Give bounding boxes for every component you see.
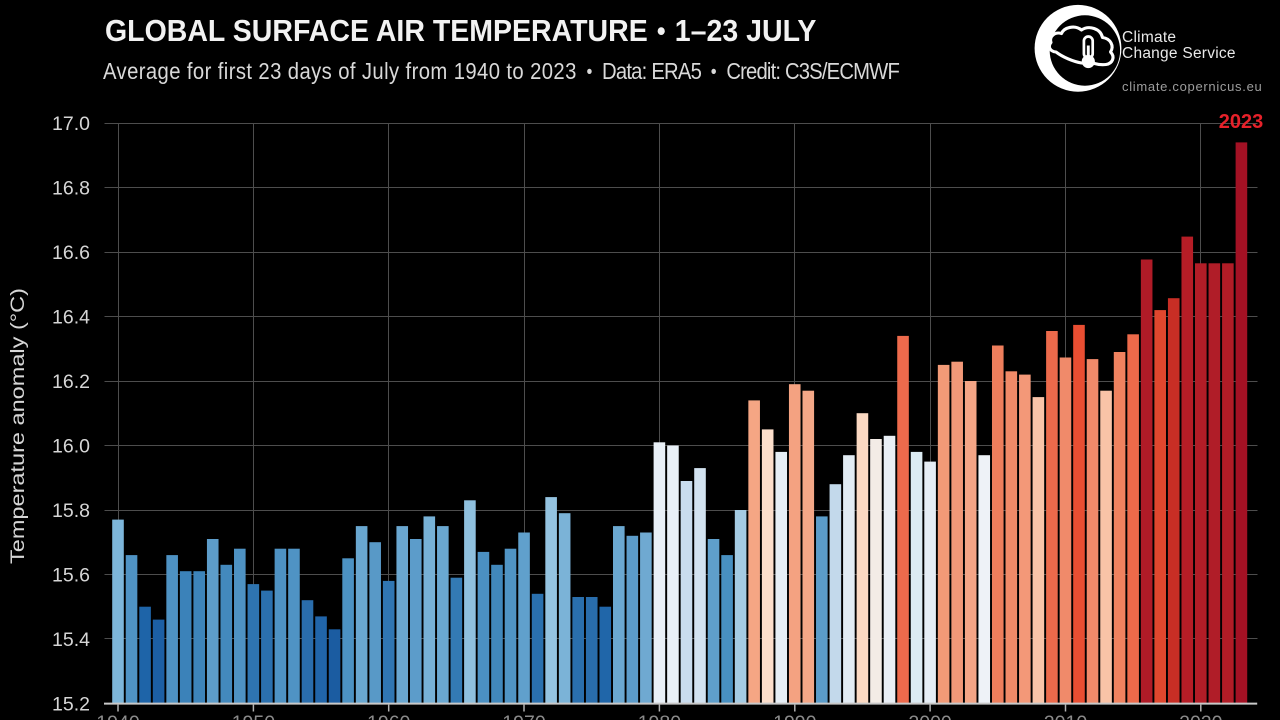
- svg-text:2023: 2023: [1219, 111, 1264, 133]
- svg-text:16.6: 16.6: [52, 242, 90, 264]
- svg-text:16.2: 16.2: [52, 371, 90, 393]
- svg-text:2010: 2010: [1044, 712, 1088, 720]
- svg-text:1990: 1990: [773, 712, 817, 720]
- svg-text:2020: 2020: [1179, 712, 1223, 720]
- svg-text:1980: 1980: [638, 712, 682, 720]
- svg-text:16.4: 16.4: [52, 307, 90, 329]
- svg-text:15.4: 15.4: [52, 629, 90, 651]
- svg-text:15.2: 15.2: [52, 694, 90, 716]
- svg-text:1960: 1960: [367, 712, 411, 720]
- svg-text:1950: 1950: [232, 712, 276, 720]
- svg-text:1970: 1970: [502, 712, 546, 720]
- svg-text:16.8: 16.8: [52, 178, 90, 200]
- svg-text:17.0: 17.0: [52, 113, 90, 135]
- svg-text:16.0: 16.0: [52, 436, 90, 458]
- svg-text:15.6: 15.6: [52, 565, 90, 587]
- svg-text:Temperature anomaly (°C): Temperature anomaly (°C): [7, 288, 29, 564]
- svg-text:15.8: 15.8: [52, 500, 90, 522]
- svg-text:2000: 2000: [908, 712, 952, 720]
- svg-text:1940: 1940: [96, 712, 140, 720]
